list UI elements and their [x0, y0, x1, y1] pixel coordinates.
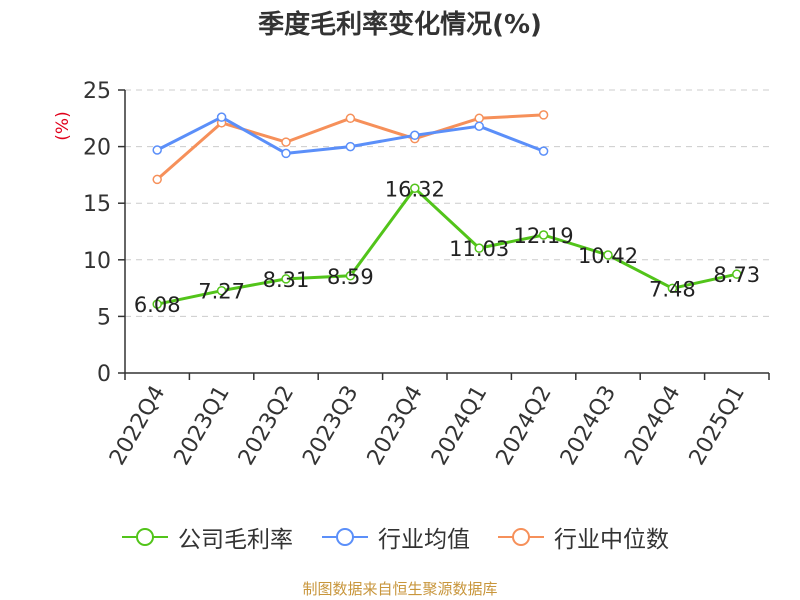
data-point-industry-mean [538, 146, 549, 156]
y-tick-label: 0 [97, 362, 111, 387]
legend-label-industry-median: 行业中位数 [554, 527, 669, 553]
data-point-company [216, 285, 227, 296]
x-tick-label: 2024Q4 [620, 382, 685, 470]
data-label: 7.27 [198, 280, 245, 304]
legend-label-industry-mean: 行业均值 [378, 527, 470, 553]
data-point-industry-median [281, 137, 291, 147]
data-point-industry-mean [281, 148, 291, 159]
data-point-industry-median [152, 174, 162, 185]
data-point-company [345, 271, 356, 281]
data-point-industry-mean [410, 130, 420, 141]
legend-label-company: 公司毛利率 [178, 527, 293, 553]
data-label: 8.59 [327, 265, 374, 289]
data-point-industry-mean [152, 145, 162, 155]
x-tick-label: 2023Q4 [363, 382, 428, 470]
legend-item-company[interactable]: 公司毛利率 [122, 520, 293, 554]
x-tick-label: 2023Q3 [298, 382, 363, 470]
data-point-company [281, 274, 291, 284]
data-point-industry-median [345, 113, 356, 124]
data-label: 16.32 [385, 177, 445, 201]
data-label: 11.03 [449, 237, 509, 261]
x-tick-label: 2023Q2 [234, 382, 299, 470]
data-point-company [732, 269, 742, 279]
y-tick-label: 20 [83, 136, 111, 161]
data-label: 7.48 [649, 277, 696, 301]
y-axis-label: (%) [53, 111, 73, 140]
x-tick-label: 2024Q1 [427, 382, 492, 470]
y-tick-label: 25 [83, 79, 111, 104]
data-label: 6.08 [134, 293, 181, 317]
data-point-company [152, 299, 162, 309]
data-point-industry-median [538, 110, 549, 120]
y-tick-label: 10 [83, 249, 111, 274]
legend-marker-company [122, 528, 168, 546]
data-label: 8.31 [263, 268, 310, 292]
legend-item-industry-median[interactable]: 行业中位数 [498, 520, 669, 554]
legend-marker-industry-mean [322, 528, 368, 546]
x-tick-label: 2024Q3 [556, 382, 621, 470]
data-point-company [667, 283, 678, 294]
x-tick-label: 2022Q4 [105, 382, 170, 470]
x-tick-label: 2024Q2 [491, 382, 556, 470]
series-line-company [156, 186, 738, 306]
data-point-industry-median [474, 113, 484, 124]
x-tick-label: 2025Q1 [685, 382, 750, 470]
data-point-company [538, 230, 549, 240]
y-tick-label: 5 [97, 305, 111, 330]
data-point-company [474, 243, 484, 253]
data-label: 10.42 [578, 244, 638, 268]
legend: 公司毛利率 行业均值 行业中位数 [0, 520, 800, 554]
y-tick-label: 15 [83, 192, 111, 217]
data-point-industry-mean [216, 112, 227, 122]
legend-marker-industry-median [498, 528, 544, 546]
data-point-company [410, 183, 420, 194]
data-point-industry-mean [474, 121, 484, 131]
data-label: 8.73 [713, 263, 760, 287]
data-point-company [603, 250, 613, 260]
chart-title: 季度毛利率变化情况(%) [258, 10, 542, 40]
x-tick-label: 2023Q1 [169, 382, 234, 470]
legend-item-industry-mean[interactable]: 行业均值 [322, 520, 470, 554]
source-note: 制图数据来自恒生聚源数据库 [302, 580, 498, 598]
data-label: 12.19 [514, 224, 574, 248]
data-point-industry-mean [345, 141, 356, 152]
